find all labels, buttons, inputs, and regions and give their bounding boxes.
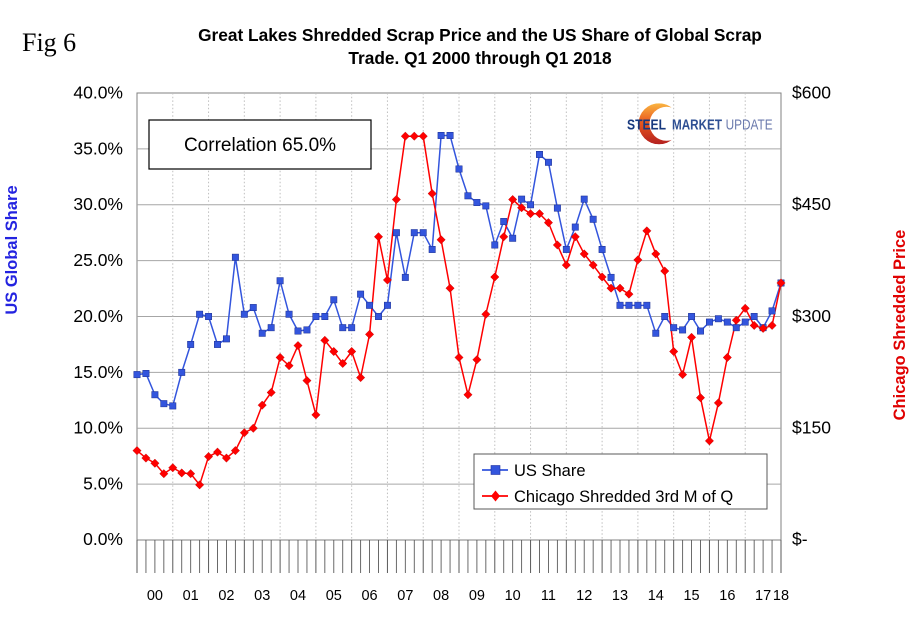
svg-text:06: 06 (361, 588, 377, 604)
svg-text:17: 17 (755, 588, 771, 604)
svg-text:0.0%: 0.0% (83, 529, 123, 549)
svg-text:$600: $600 (792, 83, 831, 103)
svg-text:5.0%: 5.0% (83, 474, 123, 494)
svg-text:16: 16 (719, 588, 735, 604)
svg-text:$-: $- (792, 529, 808, 549)
svg-text:03: 03 (254, 588, 270, 604)
svg-text:$150: $150 (792, 418, 831, 438)
svg-text:00: 00 (147, 588, 163, 604)
svg-text:15.0%: 15.0% (73, 362, 123, 382)
svg-text:US Share: US Share (514, 462, 586, 480)
svg-text:25.0%: 25.0% (73, 250, 123, 270)
svg-text:15: 15 (683, 588, 699, 604)
svg-text:STEEL: STEEL (627, 117, 666, 134)
svg-text:UPDATE: UPDATE (726, 117, 773, 134)
svg-text:40.0%: 40.0% (73, 83, 123, 103)
svg-text:Chicago Shredded 3rd M of Q: Chicago Shredded 3rd M of Q (514, 488, 733, 506)
svg-text:MARKET: MARKET (672, 117, 723, 134)
svg-text:$450: $450 (792, 194, 831, 214)
svg-text:12: 12 (576, 588, 592, 604)
svg-text:02: 02 (218, 588, 234, 604)
svg-text:04: 04 (290, 588, 306, 604)
svg-text:20.0%: 20.0% (73, 306, 123, 326)
svg-text:08: 08 (433, 588, 449, 604)
svg-text:09: 09 (469, 588, 485, 604)
svg-text:30.0%: 30.0% (73, 194, 123, 214)
svg-text:35.0%: 35.0% (73, 138, 123, 158)
svg-text:Correlation 65.0%: Correlation 65.0% (184, 135, 336, 156)
svg-text:11: 11 (541, 588, 556, 604)
svg-text:05: 05 (326, 588, 342, 604)
svg-text:14: 14 (648, 588, 664, 604)
svg-text:10.0%: 10.0% (73, 418, 123, 438)
svg-text:10: 10 (505, 588, 521, 604)
svg-text:07: 07 (397, 588, 413, 604)
svg-text:$300: $300 (792, 306, 831, 326)
svg-text:13: 13 (612, 588, 628, 604)
svg-text:01: 01 (183, 588, 199, 604)
svg-text:18: 18 (773, 588, 789, 604)
